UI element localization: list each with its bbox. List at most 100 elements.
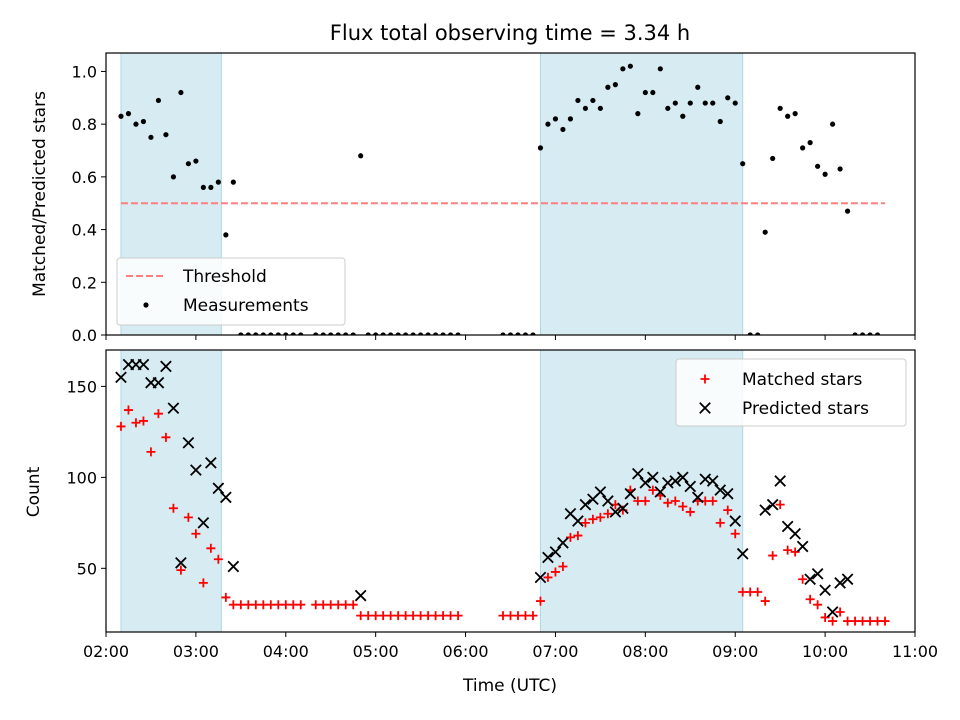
bottom-series-1-point: [714, 484, 727, 496]
top-series-0-point: [125, 111, 132, 117]
top-series-0-point: [717, 118, 723, 125]
x-tick-label: 04:00: [263, 642, 309, 661]
bottom-y-tick-label: 100: [66, 468, 97, 487]
bottom-series-1-point: [736, 547, 749, 560]
top-series-0-point: [762, 229, 768, 235]
bottom-series-1-point: [789, 527, 801, 540]
top-series-0-point: [208, 184, 214, 191]
bottom-series-0-point: [453, 611, 463, 621]
bottom-series-0-point: [161, 432, 171, 442]
top-series-0-point: [672, 100, 678, 106]
bottom-series-0-point: [880, 616, 890, 626]
bottom-series-1-point: [212, 482, 225, 495]
x-tick-label: 07:00: [532, 642, 578, 661]
top-series-0-point: [785, 113, 791, 119]
bottom-series-0-point: [198, 578, 208, 588]
top-series-0-point: [582, 105, 589, 111]
bottom-series-0-point: [573, 531, 583, 541]
top-series-0-point: [822, 171, 828, 177]
top-series-0-point: [432, 332, 439, 335]
bottom-series-1-point: [721, 487, 734, 500]
bottom-series-0-point: [206, 543, 216, 553]
top-series-0-point: [245, 332, 251, 335]
top-series-0-point: [133, 121, 139, 127]
top-series-0-point: [395, 332, 401, 335]
bottom-series-1-point: [819, 584, 831, 596]
top-series-0-point: [545, 121, 551, 127]
top-series-0-point: [298, 332, 304, 335]
top-series-0-point: [740, 161, 746, 167]
bottom-series-0-point: [730, 529, 740, 539]
top-series-0-point: [777, 105, 783, 111]
top-series-0-point: [852, 332, 858, 335]
top-series-0-point: [403, 332, 409, 335]
bottom-series-0-point: [798, 574, 808, 584]
bottom-series-0-point: [153, 409, 163, 419]
bottom-observing-window-0: [120, 349, 222, 633]
top-series-0-point: [328, 332, 334, 335]
top-series-0-point: [425, 332, 431, 335]
bottom-series-0-point: [138, 416, 148, 426]
bottom-series-1-point: [729, 515, 742, 527]
top-series-0-point: [163, 132, 169, 138]
legend-measurements-swatch: [143, 302, 149, 308]
top-series-0-point: [507, 332, 514, 335]
bottom-series-0-point: [588, 514, 598, 524]
x-tick-label: 05:00: [353, 642, 399, 661]
top-series-0-point: [612, 82, 618, 88]
bottom-series-0-point: [708, 496, 718, 506]
bottom-series-1-point: [669, 475, 682, 487]
bottom-series-0-point: [805, 594, 815, 604]
bottom-series-0-point: [595, 512, 605, 522]
bottom-series-1-point: [542, 551, 554, 564]
top-y-tick-label: 1.0: [72, 62, 97, 81]
top-series-0-point: [635, 111, 641, 117]
bottom-series-1-point: [197, 517, 210, 529]
top-series-0-point: [830, 121, 836, 127]
top-series-0-point: [695, 84, 701, 90]
bottom-series-1-point: [766, 498, 779, 511]
bottom-series-0-point: [176, 565, 186, 575]
legend-label-threshold: Threshold: [182, 267, 267, 287]
bottom-series-1-point: [190, 464, 202, 476]
top-series-0-point: [253, 332, 259, 335]
bottom-series-1-point: [594, 486, 607, 498]
top-series-0-point: [665, 105, 671, 111]
top-series-0-point: [747, 332, 753, 335]
top-y-tick-label: 0.0: [72, 326, 97, 345]
legend-label-matched: Matched stars: [742, 370, 862, 390]
top-series-0-point: [732, 100, 738, 106]
bottom-series-0-point: [348, 600, 358, 610]
bottom-series-0-point: [813, 600, 823, 610]
top-series-0-point: [590, 97, 596, 104]
x-tick-label: 06:00: [443, 642, 489, 661]
top-series-0-point: [185, 161, 191, 167]
top-series-0-point: [148, 134, 154, 140]
bottom-series-0-point: [543, 572, 553, 582]
bottom-series-1-point: [557, 537, 569, 549]
top-series-0-point: [118, 113, 124, 119]
bottom-series-0-point: [296, 600, 306, 610]
top-series-0-point: [170, 174, 177, 180]
bottom-series-0-point: [723, 505, 733, 515]
legend-predicted-swatch: [699, 402, 711, 414]
bottom-series-0-point: [783, 545, 793, 555]
top-series-0-point: [815, 163, 821, 169]
bottom-series-1-point: [160, 360, 172, 373]
top-series-0-point: [800, 145, 806, 151]
top-series-0-point: [560, 126, 566, 133]
top-series-0-point: [530, 332, 536, 335]
x-tick-label: 08:00: [622, 642, 668, 661]
bottom-series-0-point: [760, 596, 770, 606]
bottom-series-0-point: [183, 512, 193, 522]
bottom-series-1-point: [826, 606, 839, 618]
top-series-0-point: [627, 63, 633, 69]
bottom-series-1-point: [205, 456, 217, 469]
top-y-tick-label: 0.4: [72, 221, 97, 240]
bottom-series-1-point: [684, 480, 697, 493]
x-tick-label: 03:00: [173, 642, 219, 661]
bottom-series-0-point: [835, 607, 845, 617]
top-series-0-point: [215, 179, 221, 185]
bottom-series-1-point: [220, 491, 232, 504]
top-series-0-point: [874, 332, 881, 335]
